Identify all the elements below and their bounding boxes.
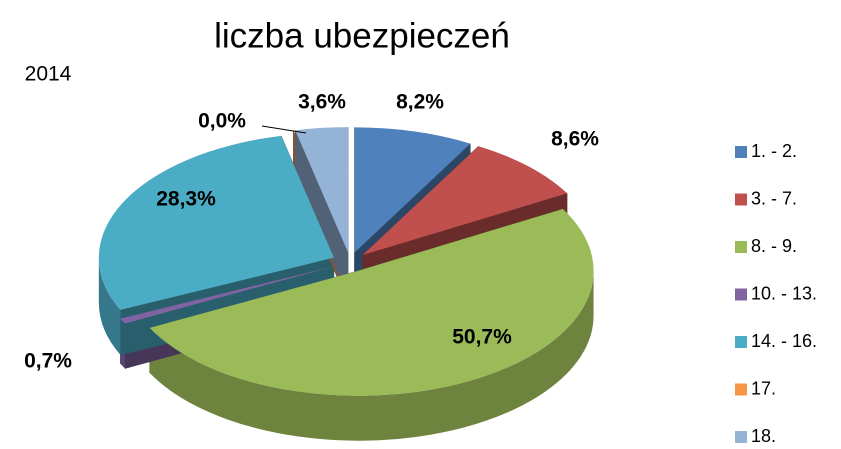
chart-subtitle: 2014	[25, 63, 72, 86]
legend-label: 14. - 16.	[751, 331, 817, 351]
data-label: 8,2%	[396, 91, 444, 114]
legend-label: 8. - 9.	[751, 236, 797, 256]
slice	[120, 266, 334, 324]
data-label: 3,6%	[298, 91, 346, 114]
legend-label: 1. - 2.	[751, 141, 797, 161]
chart-title: liczba ubezpieczeń	[214, 16, 510, 55]
legend-swatch	[735, 146, 747, 158]
legend-swatch	[735, 383, 747, 396]
legend-swatch	[735, 193, 747, 206]
legend-label: 18.	[751, 426, 776, 446]
legend-label: 17.	[751, 378, 776, 398]
data-label: 28,3%	[156, 188, 216, 211]
legend-label: 10. - 13.	[751, 283, 817, 303]
slice	[149, 209, 594, 396]
data-label: 8,6%	[551, 128, 599, 151]
legend-label: 3. - 7.	[751, 188, 797, 208]
slice	[354, 127, 471, 253]
slice-wall	[149, 270, 594, 441]
legend-swatch	[735, 241, 747, 253]
legend-swatch	[735, 431, 747, 443]
leader-line	[261, 125, 307, 134]
slice	[295, 127, 348, 253]
data-label: 0,7%	[24, 350, 72, 373]
pie-tops	[98, 127, 594, 396]
legend-swatch	[735, 336, 747, 348]
slice	[362, 146, 568, 255]
data-label: 0,0%	[198, 110, 246, 133]
data-label: 50,7%	[452, 326, 512, 349]
legend-swatch	[735, 288, 747, 301]
slice-wall	[98, 257, 121, 355]
slice	[98, 135, 334, 310]
